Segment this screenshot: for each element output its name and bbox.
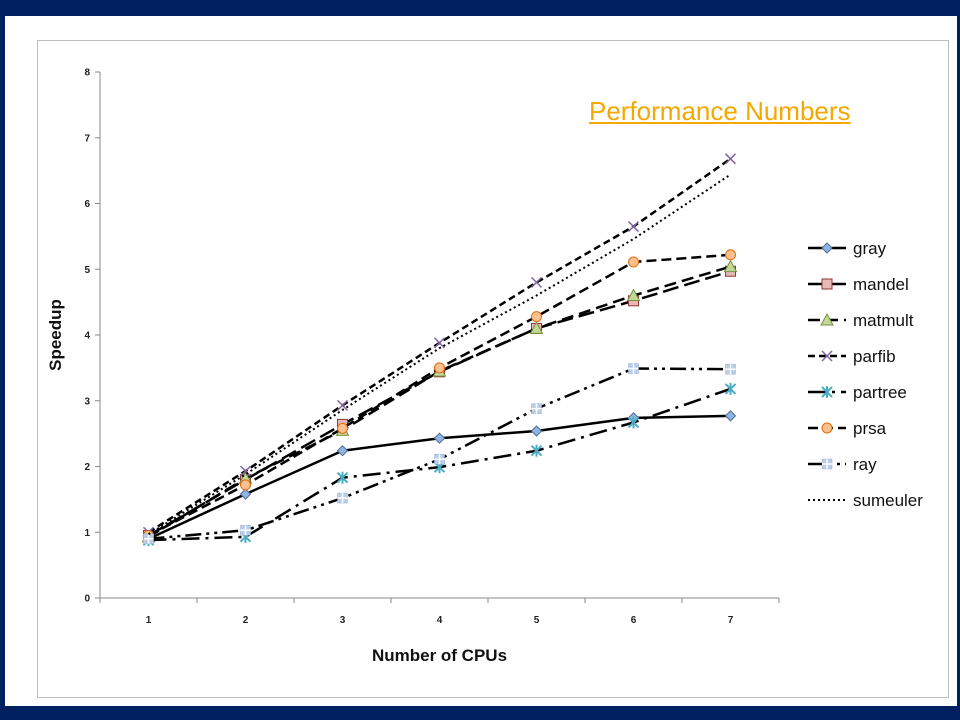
data-point-gray (530, 425, 543, 437)
series-line-sumeuler (147, 173, 732, 536)
y-tick-label: 5 (84, 265, 90, 276)
series-ray (143, 363, 736, 545)
legend-label: parfib (853, 347, 896, 366)
data-point-matmult (626, 288, 641, 302)
legend-label: prsa (853, 419, 887, 438)
data-point-partree (627, 416, 640, 429)
x-tick-label: 3 (340, 615, 346, 626)
series-line-matmult (147, 265, 731, 538)
data-point-ray (240, 525, 251, 536)
series-gray (142, 410, 737, 545)
data-point-parfib (530, 276, 543, 288)
legend-label: gray (853, 239, 887, 258)
data-point-prsa (628, 256, 639, 268)
data-point-ray (434, 454, 445, 465)
data-point-parfib (724, 153, 737, 165)
data-point-matmult (723, 259, 738, 273)
data-point-gray (433, 432, 446, 444)
series-line-mandel (147, 270, 731, 537)
legend-entry-prsa: prsa (808, 419, 887, 438)
legend-label: matmult (853, 311, 914, 330)
series-parfib (142, 153, 737, 538)
data-point-parfib (239, 465, 252, 477)
legend-marker (821, 350, 833, 362)
legend-label: mandel (853, 275, 909, 294)
data-point-matmult (529, 321, 544, 334)
data-point-partree (530, 444, 543, 457)
chart-legend: gray mandel matmult parfib partree prsa ray sum… (808, 239, 923, 510)
legend-label: partree (853, 383, 907, 402)
data-point-ray (337, 492, 348, 504)
y-tick-label: 8 (84, 68, 90, 79)
data-point-ray (725, 363, 736, 375)
legend-entry-parfib: parfib (808, 347, 896, 366)
legend-entry-mandel: mandel (808, 275, 909, 294)
legend-marker (821, 386, 833, 398)
data-point-ray (531, 403, 542, 414)
legend-entry-ray: ray (808, 455, 877, 474)
legend-entry-partree: partree (808, 383, 907, 402)
series-partree (142, 382, 737, 547)
data-point-parfib (433, 337, 446, 349)
series-prsa (143, 249, 736, 542)
slide-title[interactable]: Performance Numbers (589, 96, 851, 126)
y-tick-label: 4 (84, 331, 90, 342)
legend-marker (821, 458, 833, 470)
legend-label: ray (853, 455, 877, 474)
data-point-prsa (434, 362, 445, 374)
legend-entry-sumeuler: sumeuler (808, 491, 923, 510)
data-point-ray (143, 533, 154, 545)
y-tick-label: 7 (84, 133, 90, 144)
legend-marker (820, 312, 834, 326)
legend-entry-gray: gray (808, 239, 887, 258)
data-point-parfib (336, 399, 349, 411)
x-tick-label: 4 (437, 615, 443, 626)
legend-marker (821, 422, 833, 434)
legend-marker (821, 278, 833, 290)
series-line-parfib (147, 157, 732, 534)
x-tick-label: 6 (631, 615, 637, 626)
x-tick-label: 7 (728, 615, 734, 626)
series-line-ray (148, 367, 731, 541)
legend-marker (821, 242, 833, 254)
series-layer (141, 153, 738, 547)
y-axis-label: Speedup (46, 299, 65, 371)
y-tick-label: 3 (84, 396, 90, 407)
series-sumeuler (147, 173, 732, 536)
data-point-prsa (337, 422, 348, 434)
data-point-partree (724, 382, 737, 395)
legend-entry-matmult: matmult (808, 311, 914, 330)
y-tick-label: 1 (84, 528, 90, 539)
data-point-gray (239, 488, 252, 500)
data-point-gray (336, 445, 349, 457)
data-point-ray (628, 363, 639, 374)
chart-axes (95, 71, 780, 603)
data-point-prsa (240, 479, 251, 491)
y-tick-label: 6 (84, 199, 90, 210)
x-tick-label: 1 (146, 615, 152, 626)
x-tick-label: 5 (534, 615, 540, 626)
data-point-parfib (627, 220, 640, 233)
data-point-prsa (531, 311, 542, 323)
data-point-prsa (725, 249, 736, 261)
y-tick-label: 2 (84, 462, 90, 473)
x-tick-label: 2 (243, 615, 249, 626)
tick-labels: 0 1 2 3 4 5 6 7 8 1 2 3 4 5 6 7 (84, 68, 733, 627)
x-axis-label: Number of CPUs (372, 646, 507, 665)
data-point-gray (724, 410, 737, 422)
legend-label: sumeuler (853, 491, 923, 510)
y-tick-label: 0 (84, 594, 90, 605)
data-point-partree (336, 471, 349, 484)
